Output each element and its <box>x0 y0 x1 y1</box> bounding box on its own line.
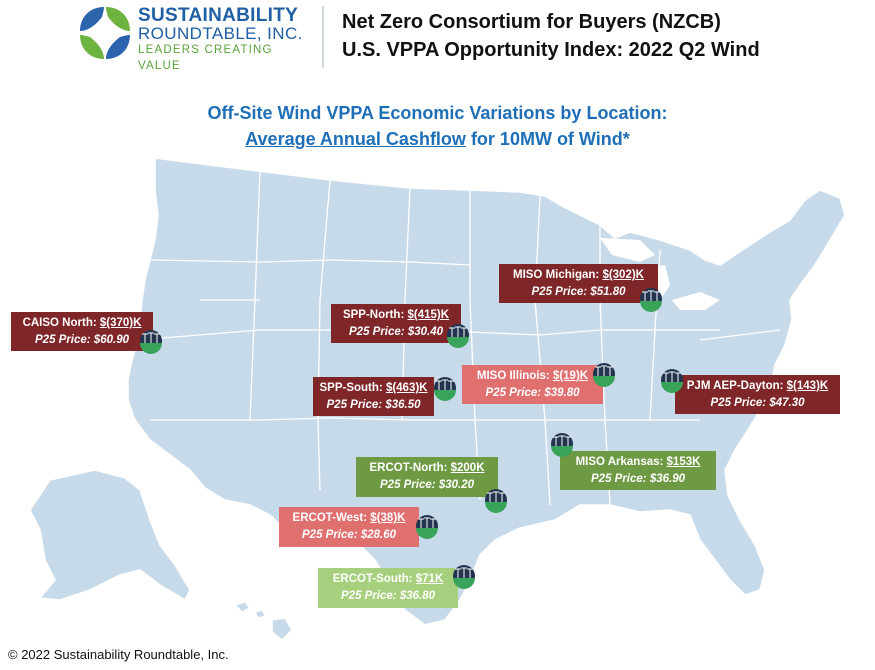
subtitle-line1: Off-Site Wind VPPA Economic Variations b… <box>207 103 668 123</box>
p25-price: P25 Price: $39.80 <box>485 387 580 399</box>
page-title: Net Zero Consortium for Buyers (NZCB) U.… <box>342 8 760 64</box>
p25-price: P25 Price: $36.90 <box>591 473 685 485</box>
subtitle-underlined: Average Annual Cashflow <box>245 129 466 149</box>
subtitle-rest: for 10MW of Wind* <box>465 129 630 149</box>
location-name: ERCOT-West: <box>292 512 371 524</box>
cashflow-value: $(463)K <box>385 382 428 394</box>
location-name: PJM AEP-Dayton: <box>686 380 787 392</box>
p25-price: P25 Price: $51.80 <box>531 286 626 298</box>
location-name: CAISO North: <box>22 317 100 329</box>
subtitle-line2: Average Annual Cashflow for 10MW of Wind… <box>0 126 875 152</box>
location-name: SPP-North: <box>342 309 408 321</box>
cashflow-value: $200K <box>450 462 485 474</box>
title-line1: Net Zero Consortium for Buyers (NZCB) <box>342 11 721 33</box>
map-subtitle: Off-Site Wind VPPA Economic Variations b… <box>0 100 875 152</box>
title-line2: U.S. VPPA Opportunity Index: 2022 Q2 Win… <box>342 39 760 61</box>
location-name: MISO Illinois: <box>476 370 553 382</box>
p25-price: P25 Price: $28.60 <box>302 529 396 541</box>
p25-price: P25 Price: $36.50 <box>326 399 421 411</box>
location-name: SPP-South: <box>319 382 386 394</box>
location-label-spp-north: SPP-North: $(415)K P25 Price: $30.40 <box>331 304 461 343</box>
cashflow-value: $(302)K <box>602 269 644 281</box>
location-name: MISO Michigan: <box>512 269 603 281</box>
location-label-ercot-south: ERCOT-South: $71K P25 Price: $36.80 <box>318 568 458 608</box>
cashflow-value: $(370)K <box>99 317 142 329</box>
logo-tagline: LEADERS CREATING VALUE <box>138 44 273 72</box>
p25-price: P25 Price: $36.80 <box>341 590 435 602</box>
cashflow-value: $(38)K <box>370 512 406 524</box>
company-logo: SUSTAINABILITY ROUNDTABLE, INC. LEADERS … <box>68 0 313 72</box>
location-label-miso-michigan: MISO Michigan: $(302)K P25 Price: $51.80 <box>499 264 658 303</box>
p25-price: P25 Price: $30.40 <box>349 326 443 338</box>
location-label-ercot-north: ERCOT-North: $200K P25 Price: $30.20 <box>356 457 498 497</box>
location-name: ERCOT-North: <box>369 462 451 474</box>
p25-price: P25 Price: $47.30 <box>710 397 805 409</box>
hawaii-shape <box>233 601 293 642</box>
cashflow-value: $(415)K <box>407 309 450 321</box>
location-label-miso-arkansas: MISO Arkansas: $153K P25 Price: $36.90 <box>560 451 716 490</box>
cashflow-value: $(143)K <box>786 380 829 392</box>
location-label-miso-illinois: MISO Illinois: $(19)K P25 Price: $39.80 <box>462 365 603 404</box>
globe-logo-icon <box>80 7 130 59</box>
location-label-caiso-north: CAISO North: $(370)K P25 Price: $60.90 <box>11 312 153 351</box>
location-label-ercot-west: ERCOT-West: $(38)K P25 Price: $28.60 <box>279 507 419 547</box>
header-divider <box>322 6 324 68</box>
copyright-footer: © 2022 Sustainability Roundtable, Inc. <box>8 647 229 662</box>
logo-name-line1: SUSTAINABILITY <box>138 5 299 26</box>
cashflow-value: $(19)K <box>552 370 589 382</box>
logo-name-line2: ROUNDTABLE, INC. <box>138 24 303 43</box>
location-label-pjm-aep-dayton: PJM AEP-Dayton: $(143)K P25 Price: $47.3… <box>675 375 840 414</box>
p25-price: P25 Price: $60.90 <box>35 334 129 346</box>
location-label-spp-south: SPP-South: $(463)K P25 Price: $36.50 <box>313 377 434 416</box>
p25-price: P25 Price: $30.20 <box>380 479 474 491</box>
location-name: MISO Arkansas: <box>575 456 667 468</box>
location-name: ERCOT-South: <box>332 573 416 585</box>
alaska-shape <box>29 469 191 602</box>
cashflow-value: $153K <box>666 456 701 468</box>
cashflow-value: $71K <box>415 573 444 585</box>
